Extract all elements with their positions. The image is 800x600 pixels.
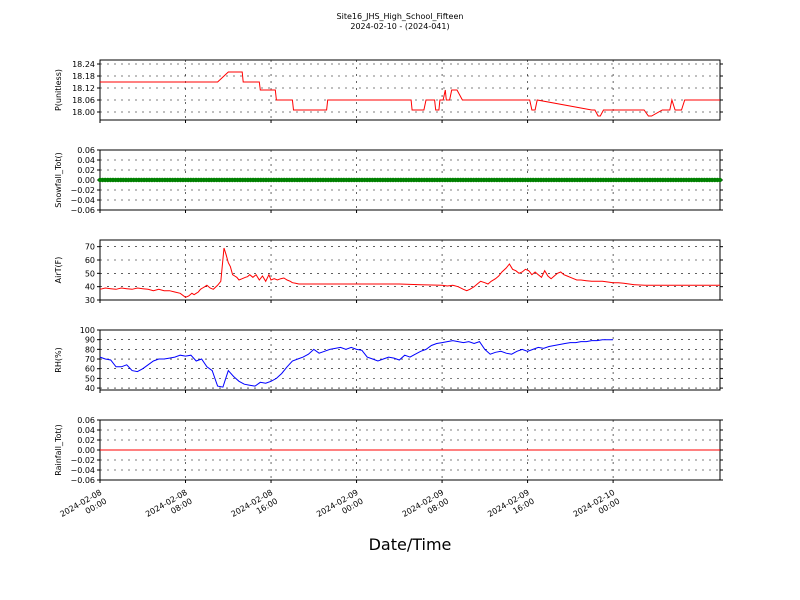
y-tick-label: 18.12 [72,84,95,93]
y-axis-label: P(unitless) [54,69,63,111]
y-tick-label: 18.06 [72,96,95,105]
panel-2: 30 40 50 60 70 AirT(F) [54,239,723,305]
chart-panels: 18.00 18.06 18.12 18.18 18.24 P(unitless) −0.0… [54,59,723,485]
y-tick-label: 0.00 [77,446,95,455]
y-tick-label: 18.00 [72,108,95,117]
y-tick-label: 50 [85,269,95,278]
y-tick-label: −0.04 [70,196,95,205]
y-tick-label: 0.02 [77,166,95,175]
y-axis-label: Snowfall_Tot() [54,152,63,208]
y-tick-label: 100 [80,326,95,335]
y-axis-label: RH(%) [54,347,63,372]
series-line [99,247,720,298]
y-tick-label: 0.04 [77,156,95,165]
series-line [99,339,614,388]
y-tick-label: 60 [85,256,95,265]
y-tick-label: 70 [85,243,95,252]
panel-1: −0.06−0.04−0.020.000.020.040.06 Snowfall_… [54,146,723,215]
figure-subtitle: 2024-02-10 - (2024-041) [350,22,449,31]
y-axis-label: AirT(F) [54,257,63,284]
y-tick-label: 0.00 [77,176,95,185]
y-tick-label: 60 [85,365,95,374]
y-tick-label: 70 [85,355,95,364]
y-tick-label: −0.04 [70,466,95,475]
y-tick-label: 90 [85,336,95,345]
y-tick-label: −0.06 [70,206,95,215]
y-tick-label: −0.02 [70,186,95,195]
y-tick-label: 80 [85,345,95,354]
panel-0: 18.00 18.06 18.12 18.18 18.24 P(unitless) [54,59,723,123]
x-axis-label: Date/Time [369,535,452,554]
y-tick-label: −0.02 [70,456,95,465]
y-tick-label: 18.24 [72,60,95,69]
panel-4: −0.06−0.04−0.020.000.020.040.06 Rainfall_… [54,416,723,485]
y-tick-label: 18.18 [72,72,95,81]
y-tick-label: 40 [85,283,95,292]
y-tick-label: 0.04 [77,426,95,435]
series-line [100,71,720,117]
y-tick-label: 0.06 [77,146,95,155]
figure-title: Site16_JHS_High_School_Fifteen [337,12,464,21]
y-tick-label: −0.06 [70,476,95,485]
y-tick-label: 50 [85,374,95,383]
y-tick-label: 30 [85,296,95,305]
y-tick-label: 0.06 [77,416,95,425]
y-tick-label: 40 [85,384,95,393]
data-point [717,177,723,183]
y-tick-label: 0.02 [77,436,95,445]
y-axis-label: Rainfall_Tot() [54,424,63,476]
